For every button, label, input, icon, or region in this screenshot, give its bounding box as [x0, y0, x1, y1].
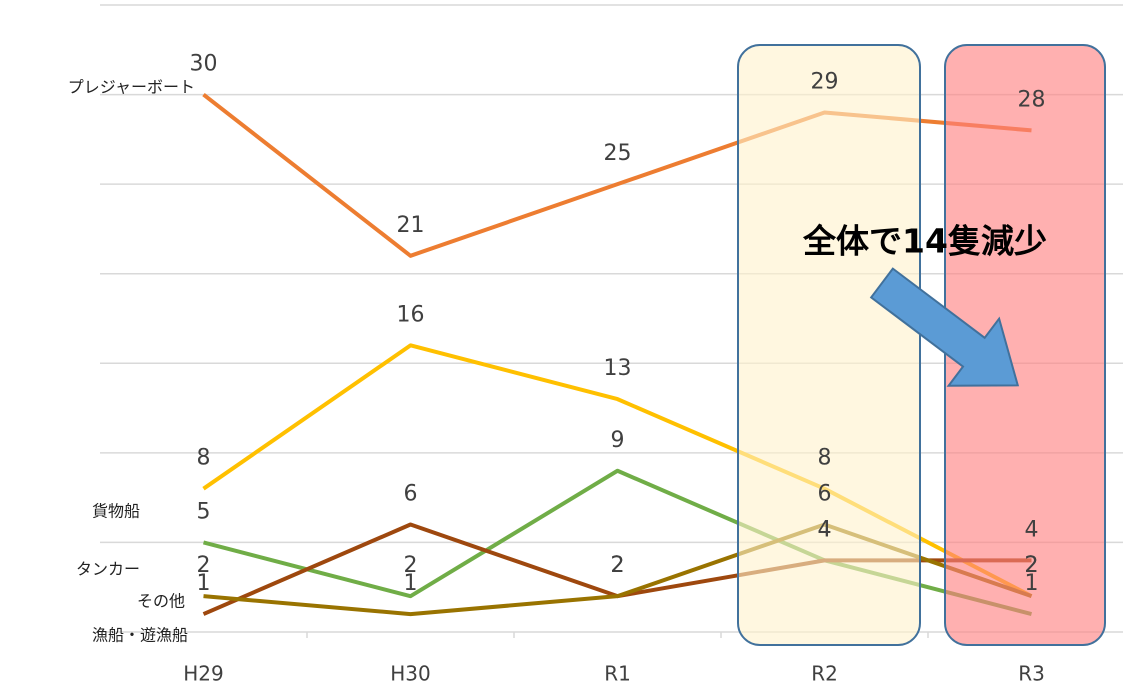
data-label: 28 — [1018, 87, 1046, 112]
data-label: 30 — [190, 52, 218, 77]
data-label: 2 — [1025, 553, 1039, 578]
data-label: 1 — [1025, 571, 1039, 596]
data-label: 16 — [397, 302, 425, 327]
data-label: 6 — [404, 482, 418, 507]
data-label: 25 — [604, 141, 632, 166]
data-label: 4 — [1025, 517, 1039, 542]
annotation: 全体で14隻減少 — [802, 222, 1047, 261]
data-label: 2 — [1025, 553, 1039, 578]
data-label: 8 — [197, 446, 211, 471]
x-tick-label: R1 — [604, 662, 631, 686]
data-label: 4 — [818, 517, 832, 542]
data-label: 2 — [197, 553, 211, 578]
series-name: プレジャーボート — [68, 78, 195, 97]
data-label: 4 — [818, 517, 832, 542]
data-label: 21 — [397, 213, 425, 238]
arrow — [869, 267, 1020, 387]
data-label: 2 — [611, 553, 625, 578]
series-name: 貨物船 — [92, 502, 140, 521]
data-label: 5 — [197, 499, 211, 524]
data-label: 1 — [404, 571, 418, 596]
data-label: 1 — [197, 571, 211, 596]
arrow-shape — [869, 267, 1020, 387]
data-label: 8 — [818, 446, 832, 471]
data-label: 2 — [611, 553, 625, 578]
x-tick-label: H30 — [390, 662, 431, 686]
x-tick-label: H29 — [183, 662, 224, 686]
data-label: 13 — [604, 356, 632, 381]
data-label: 9 — [611, 428, 625, 453]
x-tick-label: R2 — [811, 662, 838, 686]
labels: H29 H30 R1 R2 R33021252928プレジャーボート8161382漁船・… — [68, 52, 1046, 686]
x-tick-label: R3 — [1018, 662, 1045, 686]
data-label: 6 — [818, 482, 832, 507]
series-name: タンカー — [76, 560, 140, 579]
data-label: 29 — [811, 69, 839, 94]
series-name: 漁船・遊漁船 — [92, 626, 188, 645]
data-label: 2 — [404, 553, 418, 578]
series-name: その他 — [137, 592, 185, 611]
highlight-r2 — [737, 44, 921, 646]
